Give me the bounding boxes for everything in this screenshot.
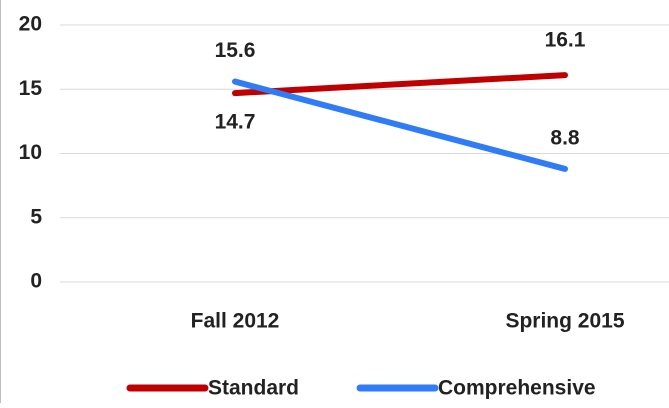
data-label: 14.7 (215, 111, 256, 134)
data-label: 15.6 (215, 39, 256, 62)
x-tick-label: Spring 2015 (505, 310, 624, 333)
data-label: 8.8 (550, 126, 580, 149)
line-series (232, 72, 568, 97)
y-tick-label: 0 (30, 270, 42, 293)
legend-label: Standard (208, 377, 299, 400)
data-label: 16.1 (545, 29, 586, 52)
y-tick-label: 20 (19, 13, 42, 36)
line-series (232, 78, 568, 172)
y-tick-label: 15 (19, 77, 43, 100)
y-tick-label: 10 (19, 141, 42, 164)
y-tick-label: 5 (30, 205, 42, 228)
x-tick-label: Fall 2012 (191, 310, 280, 333)
legend-label: Comprehensive (438, 377, 596, 400)
